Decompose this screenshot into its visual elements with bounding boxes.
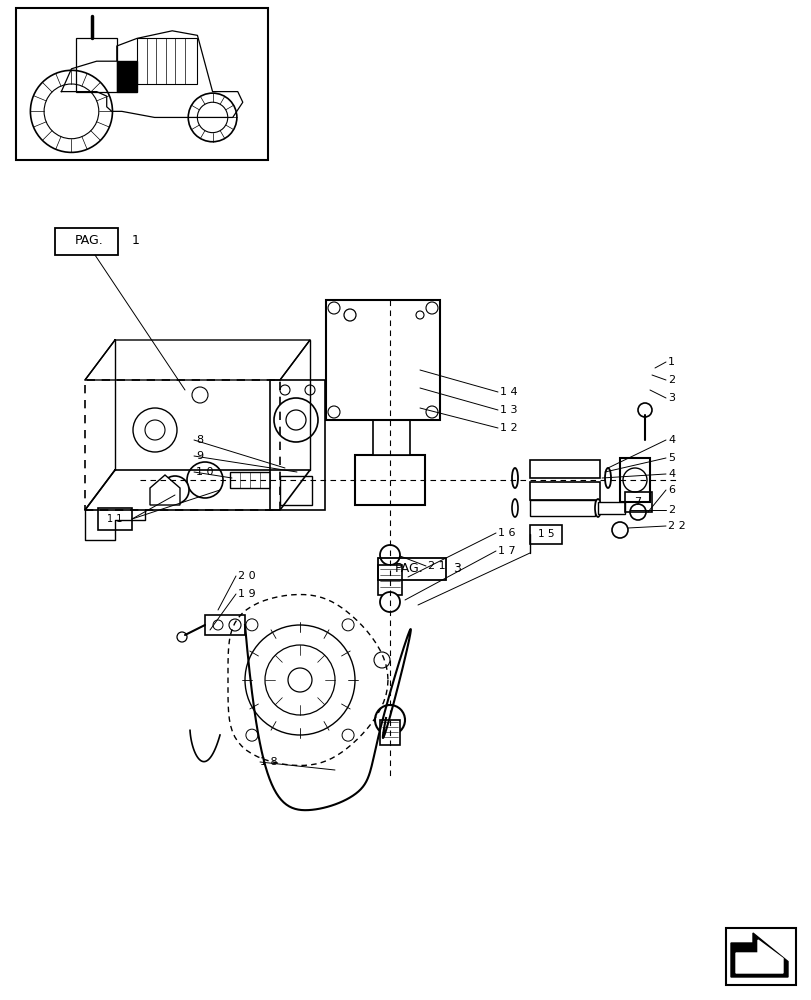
Circle shape [187,462,223,498]
Ellipse shape [604,468,610,488]
Polygon shape [730,933,787,977]
Bar [325,300,440,420]
Circle shape [611,522,627,538]
Bar [530,460,599,478]
Text: 7: 7 [633,497,641,507]
Ellipse shape [292,469,298,491]
Text: 1 0: 1 0 [195,467,213,477]
Bar [597,502,624,514]
Text: 1: 1 [132,234,139,247]
Text: 9: 9 [195,451,203,461]
Text: 1 8: 1 8 [260,757,277,767]
Circle shape [426,302,437,314]
Polygon shape [150,475,180,505]
Circle shape [161,476,189,504]
Bar [55,228,118,255]
Circle shape [426,406,437,418]
Bar [230,472,285,488]
Bar [76,38,117,92]
Bar [372,410,410,455]
Circle shape [622,468,646,492]
Circle shape [177,632,187,642]
Bar [624,492,651,512]
Text: 1 7: 1 7 [497,546,515,556]
Text: 1: 1 [667,357,674,367]
Circle shape [629,504,646,520]
Circle shape [375,705,405,735]
Bar [204,615,245,635]
Bar [270,380,324,510]
Circle shape [328,302,340,314]
Text: 2 1: 2 1 [427,561,445,571]
Text: 4: 4 [667,435,674,445]
Text: 2: 2 [667,375,674,385]
Circle shape [380,592,400,612]
Text: 1 3: 1 3 [500,405,517,415]
Text: 2: 2 [667,505,674,515]
Text: 1 5: 1 5 [537,529,554,539]
Ellipse shape [512,499,517,517]
Text: 1 9: 1 9 [238,589,255,599]
Ellipse shape [512,468,517,488]
Polygon shape [735,940,782,973]
Bar [530,482,599,500]
Text: 1 1: 1 1 [107,514,122,524]
Bar [378,558,445,580]
Ellipse shape [594,499,600,517]
Circle shape [328,406,340,418]
Polygon shape [117,61,137,92]
Bar [380,720,400,745]
Text: 2 0: 2 0 [238,571,255,581]
Bar [725,928,795,985]
Text: 6: 6 [667,485,674,495]
Text: 4: 4 [667,469,674,479]
Bar [530,525,561,544]
Text: 1 2: 1 2 [500,423,517,433]
Text: 1 4: 1 4 [500,387,517,397]
Bar [280,476,311,505]
Bar [137,38,197,84]
Text: PAG.: PAG. [75,234,104,247]
Bar [620,458,649,502]
Circle shape [637,403,651,417]
Text: 3: 3 [453,562,461,576]
Text: 3: 3 [667,393,674,403]
Text: PAG.: PAG. [394,562,423,576]
Bar [530,500,594,516]
Bar [378,565,401,595]
Text: 8: 8 [195,435,203,445]
Circle shape [273,398,318,442]
Bar [354,455,424,505]
Text: 2 2: 2 2 [667,521,685,531]
Circle shape [380,545,400,565]
Text: 5: 5 [667,453,674,463]
Bar [98,508,132,530]
Bar [16,8,268,160]
Text: 1 6: 1 6 [497,528,515,538]
Circle shape [285,410,306,430]
